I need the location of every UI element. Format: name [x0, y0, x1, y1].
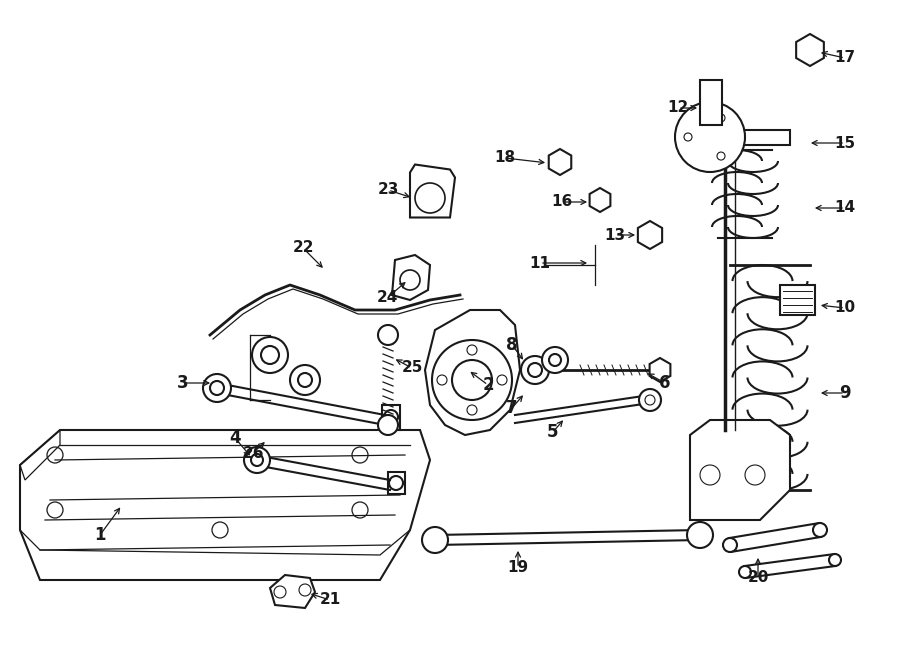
Text: 5: 5: [547, 423, 559, 441]
Circle shape: [378, 325, 398, 345]
Circle shape: [290, 365, 320, 395]
Polygon shape: [744, 554, 836, 578]
Text: 8: 8: [506, 336, 518, 354]
Circle shape: [432, 340, 512, 420]
Circle shape: [528, 363, 542, 377]
Circle shape: [542, 347, 568, 373]
Circle shape: [521, 356, 549, 384]
Circle shape: [813, 523, 827, 537]
Text: 2: 2: [482, 376, 494, 394]
Text: 26: 26: [242, 446, 264, 461]
Text: 9: 9: [839, 384, 850, 402]
Polygon shape: [690, 420, 790, 520]
Circle shape: [251, 454, 263, 466]
Circle shape: [687, 522, 713, 548]
Text: 15: 15: [834, 136, 856, 151]
Circle shape: [203, 374, 231, 402]
Text: 4: 4: [230, 429, 241, 447]
Circle shape: [739, 566, 751, 578]
Circle shape: [723, 538, 737, 552]
Circle shape: [244, 447, 270, 473]
Text: 21: 21: [320, 592, 340, 607]
Circle shape: [422, 527, 448, 553]
Text: 13: 13: [605, 227, 626, 243]
Circle shape: [549, 354, 561, 366]
Circle shape: [675, 102, 745, 172]
Polygon shape: [392, 255, 430, 300]
Text: 7: 7: [506, 399, 518, 417]
Circle shape: [210, 381, 224, 395]
Circle shape: [639, 389, 661, 411]
Circle shape: [829, 554, 841, 566]
Polygon shape: [796, 34, 824, 66]
Circle shape: [378, 415, 398, 435]
Text: 19: 19: [508, 561, 528, 576]
Circle shape: [261, 346, 279, 364]
Text: 17: 17: [834, 50, 856, 65]
Text: 18: 18: [494, 151, 516, 165]
Polygon shape: [425, 310, 520, 435]
Circle shape: [252, 337, 288, 373]
Text: 22: 22: [292, 241, 314, 256]
Polygon shape: [729, 523, 821, 552]
Text: 10: 10: [834, 301, 856, 315]
Text: 14: 14: [834, 200, 856, 215]
Polygon shape: [410, 165, 455, 217]
Text: 11: 11: [529, 256, 551, 270]
Text: 16: 16: [552, 194, 572, 210]
Text: 20: 20: [747, 570, 769, 586]
Text: 12: 12: [668, 100, 688, 116]
Polygon shape: [650, 358, 670, 382]
Polygon shape: [680, 130, 790, 145]
Text: 25: 25: [401, 360, 423, 375]
Circle shape: [298, 373, 312, 387]
Text: 23: 23: [377, 182, 399, 198]
Bar: [780, 285, 815, 315]
Text: 3: 3: [177, 374, 189, 392]
Text: 1: 1: [94, 526, 106, 544]
Text: 24: 24: [376, 290, 398, 305]
Bar: [700, 80, 722, 125]
Polygon shape: [270, 575, 315, 608]
Text: 6: 6: [659, 374, 670, 392]
